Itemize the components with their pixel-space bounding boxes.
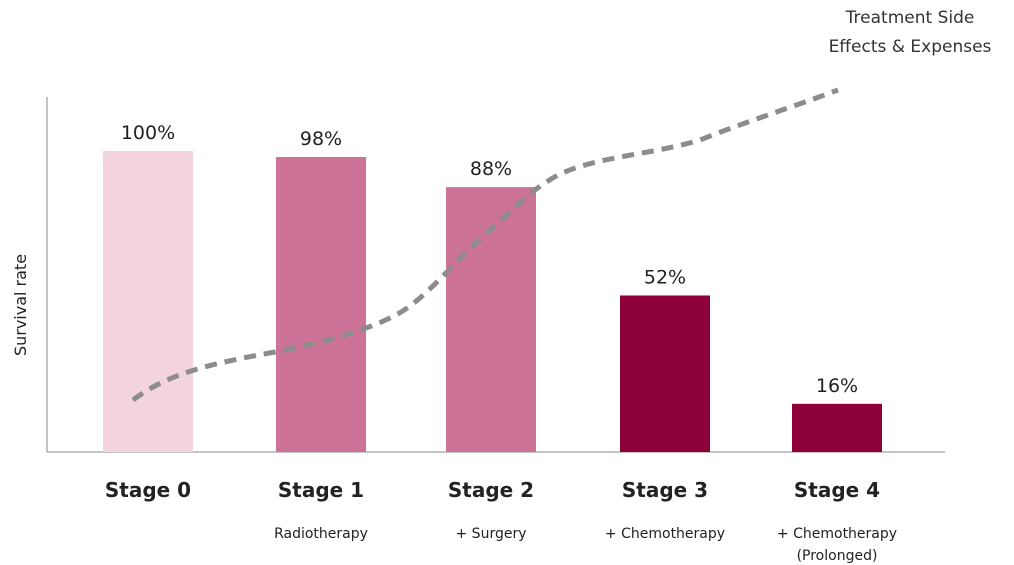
category-label-stage-4: Stage 4: [794, 478, 880, 502]
treatment-labels-group: Radiotherapy + Surgery + Chemotherapy + Che…: [274, 526, 897, 564]
treatment-label-stage-4: + Chemotherapy: [777, 526, 897, 542]
treatment-label-stage-2: + Surgery: [456, 526, 527, 542]
value-labels-group: 100% 98% 88% 52% 16%: [121, 122, 858, 397]
value-label-stage-4: 16%: [816, 375, 858, 397]
bar-stage-1: [276, 157, 366, 452]
trend-line-label-line1: Treatment Side: [845, 8, 975, 28]
category-labels-group: Stage 0 Stage 1 Stage 2 Stage 3 Stage 4: [105, 478, 880, 502]
category-label-stage-2: Stage 2: [448, 478, 534, 502]
bars-group: [103, 151, 882, 452]
category-label-stage-3: Stage 3: [622, 478, 708, 502]
bar-stage-4: [792, 403, 882, 452]
treatment-label-stage-1: Radiotherapy: [274, 526, 368, 542]
value-label-stage-0: 100%: [121, 122, 175, 144]
trend-line: [131, 87, 839, 402]
value-label-stage-3: 52%: [644, 266, 686, 288]
category-label-stage-0: Stage 0: [105, 478, 191, 502]
treatment-label-stage-4-line2: (Prolonged): [797, 548, 878, 564]
category-label-stage-1: Stage 1: [278, 478, 364, 502]
value-label-stage-1: 98%: [300, 128, 342, 150]
bar-stage-0: [103, 151, 193, 452]
trend-line-label-line2: Effects & Expenses: [828, 37, 992, 57]
value-label-stage-2: 88%: [470, 158, 512, 180]
bar-stage-3: [620, 295, 710, 452]
y-axis-label: Survival rate: [11, 254, 30, 356]
treatment-label-stage-3: + Chemotherapy: [605, 526, 725, 542]
trend-line-label: Treatment Side Effects & Expenses: [820, 4, 1000, 62]
